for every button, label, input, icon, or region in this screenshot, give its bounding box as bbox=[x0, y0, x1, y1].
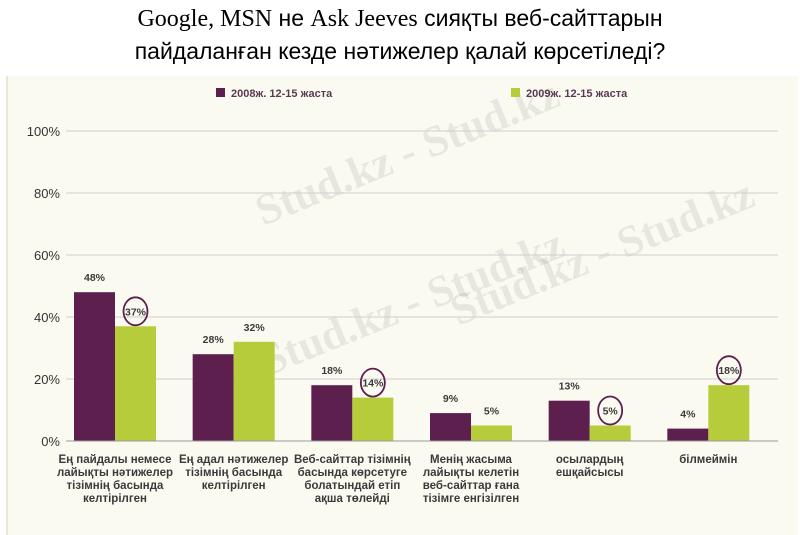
highlight-circle bbox=[359, 367, 386, 398]
title-part-4: сияқты веб-сайттарын bbox=[417, 5, 663, 31]
category-label: лайықты келетін bbox=[423, 467, 519, 479]
highlight-circle bbox=[597, 395, 624, 426]
bar bbox=[233, 341, 275, 441]
highlight-circle bbox=[715, 355, 742, 386]
chart-panel: Stud.kz - Stud.kz Stud.kz - Stud.kz Stud.k… bbox=[6, 76, 798, 535]
legend-label: 2009ж. 12-15 жаста bbox=[526, 88, 628, 100]
category-label: лайықты нәтижелер bbox=[57, 467, 173, 479]
category-label: ақша төлейді bbox=[315, 493, 390, 505]
data-label: 4% bbox=[680, 409, 696, 421]
category-label: келтірілген bbox=[202, 480, 266, 492]
category-label: болатындай етіп bbox=[304, 480, 400, 492]
bar bbox=[471, 425, 512, 441]
data-label: 37% bbox=[125, 306, 147, 318]
title-line-1: Google, MSN не Ask Jeeves сияқты веб-сай… bbox=[0, 2, 800, 35]
title-part-1: Google, MSN bbox=[137, 6, 273, 32]
category-label: білмеймін bbox=[679, 454, 737, 466]
category-label: келтірілген bbox=[83, 493, 147, 505]
bar bbox=[708, 385, 750, 441]
category-label: тізімге енгізілген bbox=[423, 493, 519, 505]
bar bbox=[74, 292, 115, 441]
category-label: ешқайсысы bbox=[556, 467, 624, 479]
category-label: басында көрсетуге bbox=[298, 467, 408, 479]
bar bbox=[589, 425, 631, 441]
y-tick-label: 40% bbox=[34, 310, 60, 325]
bar bbox=[430, 413, 471, 441]
data-label: 48% bbox=[84, 272, 106, 284]
legend-label: 2008ж. 12-15 жаста bbox=[231, 88, 333, 100]
data-label: 18% bbox=[321, 365, 343, 377]
bar bbox=[192, 354, 234, 441]
category-label: осылардың bbox=[556, 454, 624, 466]
title-part-3: Ask Jeeves bbox=[310, 6, 418, 32]
data-label: 13% bbox=[559, 381, 581, 393]
bar bbox=[667, 428, 709, 441]
category-label: Менің жасыма bbox=[430, 454, 513, 466]
category-label: Ең адал нәтижелер bbox=[179, 454, 288, 466]
data-label: 14% bbox=[362, 378, 384, 390]
category-label: Веб-сайттар тізімнің bbox=[294, 454, 411, 466]
category-label: тізімнің басында bbox=[185, 467, 282, 479]
y-tick-label: 100% bbox=[27, 124, 61, 139]
legend-swatch bbox=[511, 88, 520, 97]
category-label: веб-сайттар ғана bbox=[423, 480, 520, 492]
y-tick-label: 20% bbox=[34, 372, 60, 387]
title-line-2: пайдаланған кезде нәтижелер қалай көрсет… bbox=[134, 38, 666, 64]
data-label: 5% bbox=[484, 406, 500, 418]
bar bbox=[115, 326, 156, 441]
category-label: Ең пайдалы немесе bbox=[59, 454, 172, 466]
category-label: тізімнің басында bbox=[67, 480, 164, 492]
bar bbox=[548, 400, 590, 441]
y-tick-label: 80% bbox=[34, 186, 60, 201]
bar bbox=[311, 385, 353, 441]
data-label: 32% bbox=[244, 322, 266, 334]
bar bbox=[352, 397, 394, 441]
data-label: 9% bbox=[443, 393, 459, 405]
highlight-circle bbox=[122, 296, 149, 327]
chart-title: Google, MSN не Ask Jeeves сияқты веб-сай… bbox=[0, 2, 800, 67]
data-label: 18% bbox=[718, 365, 740, 377]
data-label: 28% bbox=[203, 334, 225, 346]
data-label: 5% bbox=[603, 406, 619, 418]
y-tick-label: 0% bbox=[41, 434, 60, 449]
title-part-2: не bbox=[272, 5, 311, 31]
y-tick-label: 60% bbox=[34, 248, 60, 263]
legend-swatch bbox=[216, 88, 225, 97]
